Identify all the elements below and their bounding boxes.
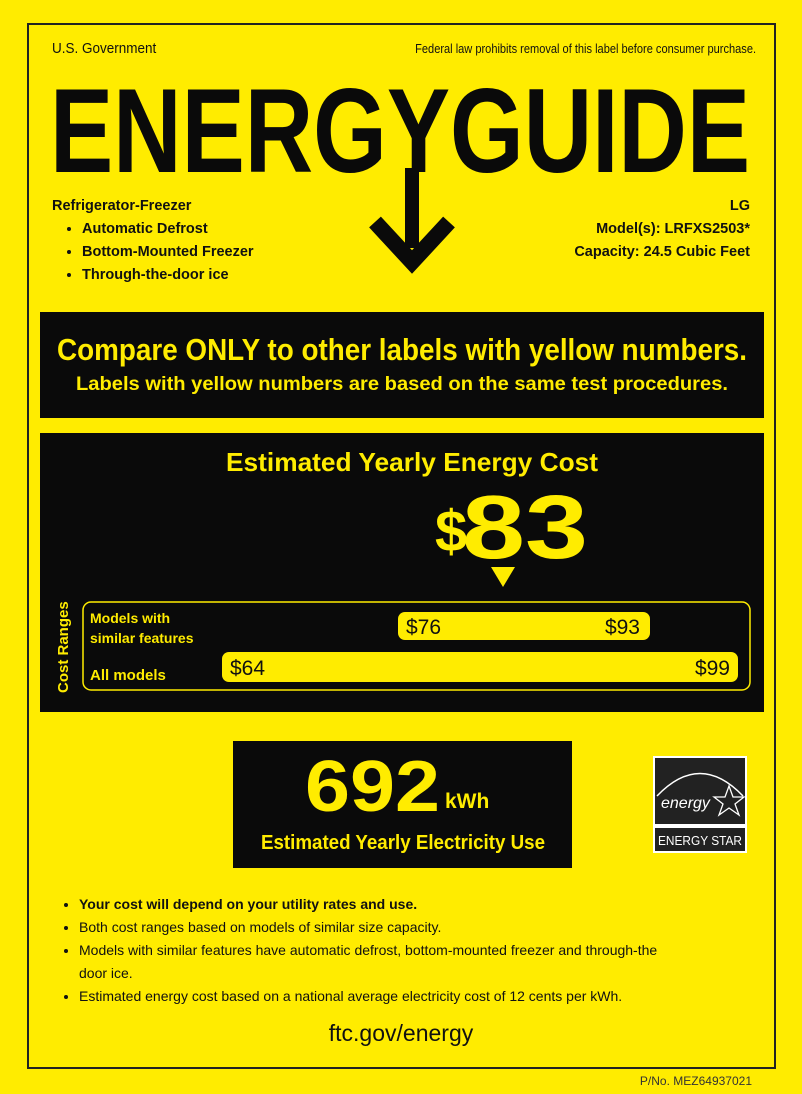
- feature-item: Through-the-door ice: [82, 264, 254, 287]
- cost-ranges-label: Cost Ranges: [55, 601, 72, 693]
- star-icon: [712, 784, 746, 817]
- feature-item: Automatic Defrost: [82, 218, 254, 241]
- notes-list: Your cost will depend on your utility ra…: [52, 893, 759, 1008]
- product-info: Refrigerator-Freezer Automatic Defrost B…: [52, 195, 254, 287]
- similar-label-line1: Models with: [90, 610, 170, 626]
- product-type: Refrigerator-Freezer: [52, 198, 192, 214]
- cost-dollar-sign: $: [435, 499, 467, 564]
- energy-star-logo: energy ENERGY STAR: [653, 756, 747, 853]
- energy-star-text: ENERGY STAR: [658, 833, 742, 848]
- kwh-value: 692: [305, 747, 440, 827]
- cost-box: Estimated Yearly Energy Cost $ 83 Cost R…: [40, 433, 764, 712]
- model-info: LG Model(s): LRFXS2503* Capacity: 24.5 C…: [574, 195, 750, 264]
- cost-ranges-frame: [82, 601, 751, 691]
- all-models-label: All models: [90, 667, 166, 684]
- similar-max: $93: [605, 616, 640, 639]
- energyguide-title: ENERGYGUIDE: [50, 64, 750, 274]
- part-number: P/No. MEZ64937021: [639, 1074, 752, 1088]
- note-item: Estimated energy cost based on a nationa…: [79, 985, 759, 1008]
- compare-headline: Compare ONLY to other labels with yellow…: [57, 332, 747, 367]
- feature-list: Automatic Defrost Bottom-Mounted Freezer…: [52, 218, 254, 287]
- model-number: Model(s): LRFXS2503*: [596, 221, 750, 237]
- similar-min: $76: [406, 616, 441, 639]
- brand: LG: [729, 198, 750, 214]
- all-min: $64: [230, 657, 265, 680]
- cost-pointer-triangle: [491, 567, 515, 587]
- note-item: Both cost ranges based on models of simi…: [79, 916, 759, 939]
- electricity-box: 692 kWh Estimated Yearly Electricity Use: [233, 741, 572, 868]
- cost-value: 83: [462, 478, 588, 578]
- compare-subline: Labels with yellow numbers are based on …: [76, 374, 728, 395]
- cost-title: Estimated Yearly Energy Cost: [226, 447, 598, 477]
- kwh-unit: kWh: [445, 790, 489, 813]
- legal-notice: Federal law prohibits removal of this la…: [415, 41, 756, 56]
- energy-script: energy: [661, 795, 711, 812]
- feature-item: Bottom-Mounted Freezer: [82, 241, 254, 264]
- electricity-label: Estimated Yearly Electricity Use: [261, 832, 545, 854]
- title-text: ENERGYGUIDE: [50, 64, 750, 198]
- similar-label-line2: similar features: [90, 630, 194, 646]
- note-item: Models with similar features have automa…: [79, 939, 679, 985]
- capacity: Capacity: 24.5 Cubic Feet: [574, 244, 750, 260]
- label-border: [27, 23, 776, 1069]
- all-max: $99: [695, 657, 730, 680]
- government-text: U.S. Government: [52, 40, 157, 57]
- all-range-bar: [222, 652, 738, 682]
- down-arrow-icon: [369, 168, 455, 274]
- similar-range-bar: [398, 612, 650, 640]
- compare-box: Compare ONLY to other labels with yellow…: [40, 312, 764, 418]
- ftc-url[interactable]: ftc.gov/energy: [328, 1020, 474, 1046]
- note-item: Your cost will depend on your utility ra…: [79, 893, 759, 916]
